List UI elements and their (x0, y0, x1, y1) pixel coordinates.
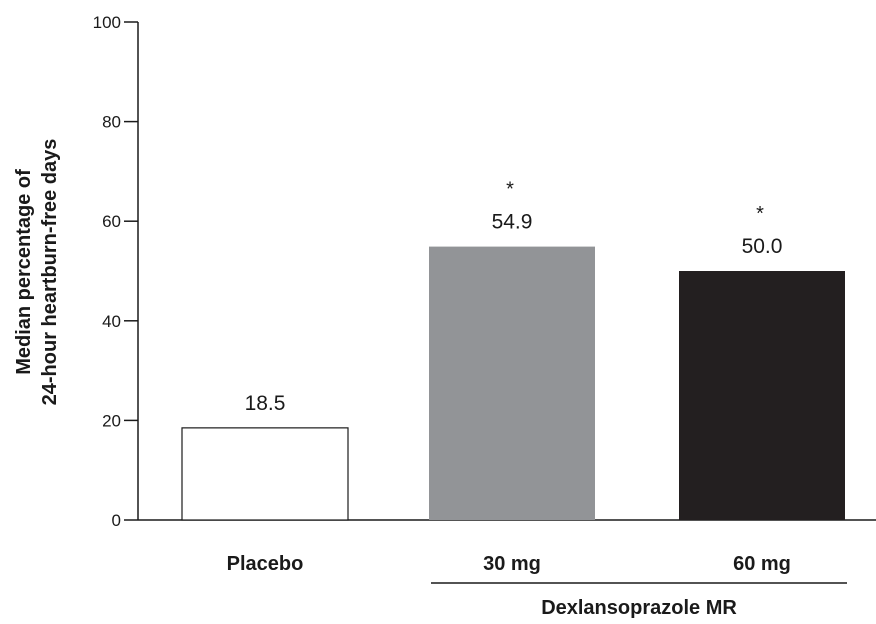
category-label: 30 mg (483, 553, 541, 575)
bar-60-mg (679, 271, 845, 520)
bars (181, 246, 845, 521)
y-tick-label: 40 (102, 312, 121, 331)
bar-placebo (181, 427, 349, 521)
y-tick-label: 60 (102, 212, 121, 231)
category-label: 60 mg (733, 553, 791, 575)
group-label: Dexlansoprazole MR (541, 597, 737, 619)
y-axis: 0 20 40 60 80 100 (93, 13, 139, 530)
category-label: Placebo (227, 553, 304, 575)
y-tick-label: 80 (102, 113, 121, 132)
significance-marker: * (506, 179, 514, 201)
data-label: 50.0 (742, 235, 783, 258)
y-tick-label: 100 (93, 13, 121, 32)
group-bracket: Dexlansoprazole MR (431, 582, 847, 619)
bar-labels: 18.5 54.9 * 50.0 * (245, 179, 783, 415)
data-label: 54.9 (492, 211, 533, 234)
y-axis-label: Median percentage of 24-hour heartburn-f… (13, 139, 61, 406)
y-axis-label-line-2: 24-hour heartburn-free days (39, 139, 61, 406)
y-axis-label-line-1: Median percentage of (13, 169, 35, 375)
category-labels: Placebo 30 mg 60 mg (227, 553, 791, 575)
y-tick-label: 0 (112, 511, 121, 530)
data-label: 18.5 (245, 392, 286, 415)
significance-marker: * (756, 203, 764, 225)
bar-30-mg (429, 246, 595, 520)
y-tick-label: 20 (102, 411, 121, 430)
